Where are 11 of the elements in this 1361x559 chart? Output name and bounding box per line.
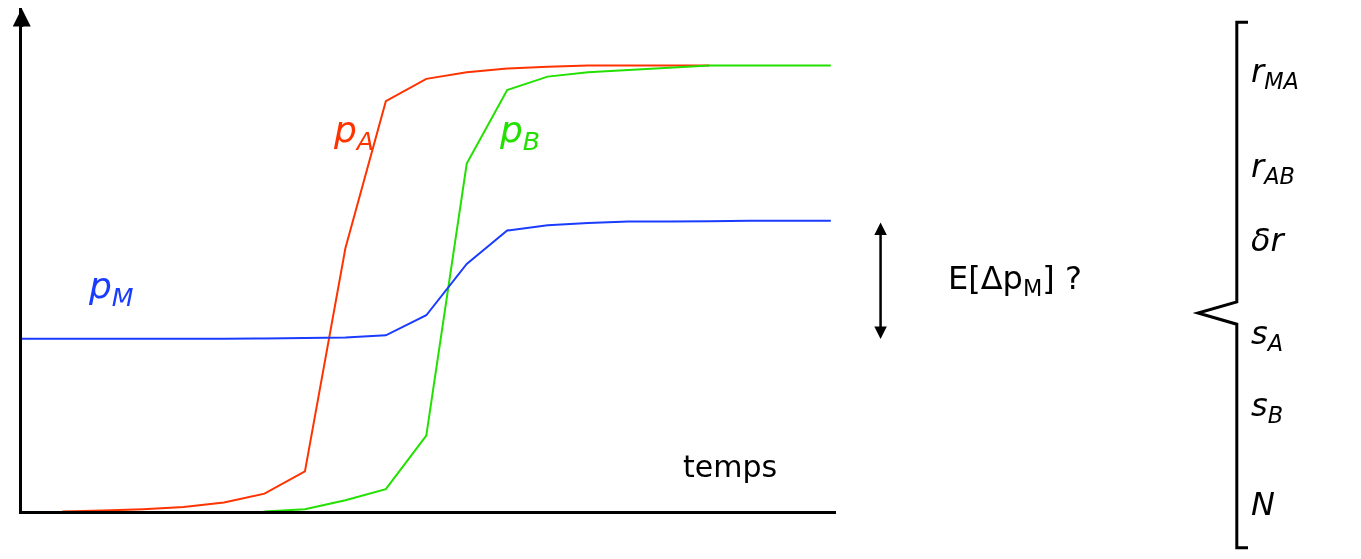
text: s$_{B}$	[1251, 386, 1284, 428]
series-label: p$_{M}$	[88, 265, 134, 312]
text: N	[1251, 485, 1275, 523]
series-label: p$_{A}$	[333, 109, 375, 156]
text: E[Δp$_{M}$] ?	[948, 259, 1082, 301]
x-axis-title: temps	[683, 449, 778, 484]
text: r$_{MA}$	[1251, 52, 1299, 94]
text: δr	[1251, 221, 1286, 259]
series-label: p$_{B}$	[499, 109, 541, 156]
text: r$_{AB}$	[1251, 147, 1295, 189]
text: s$_{A}$	[1251, 314, 1283, 356]
